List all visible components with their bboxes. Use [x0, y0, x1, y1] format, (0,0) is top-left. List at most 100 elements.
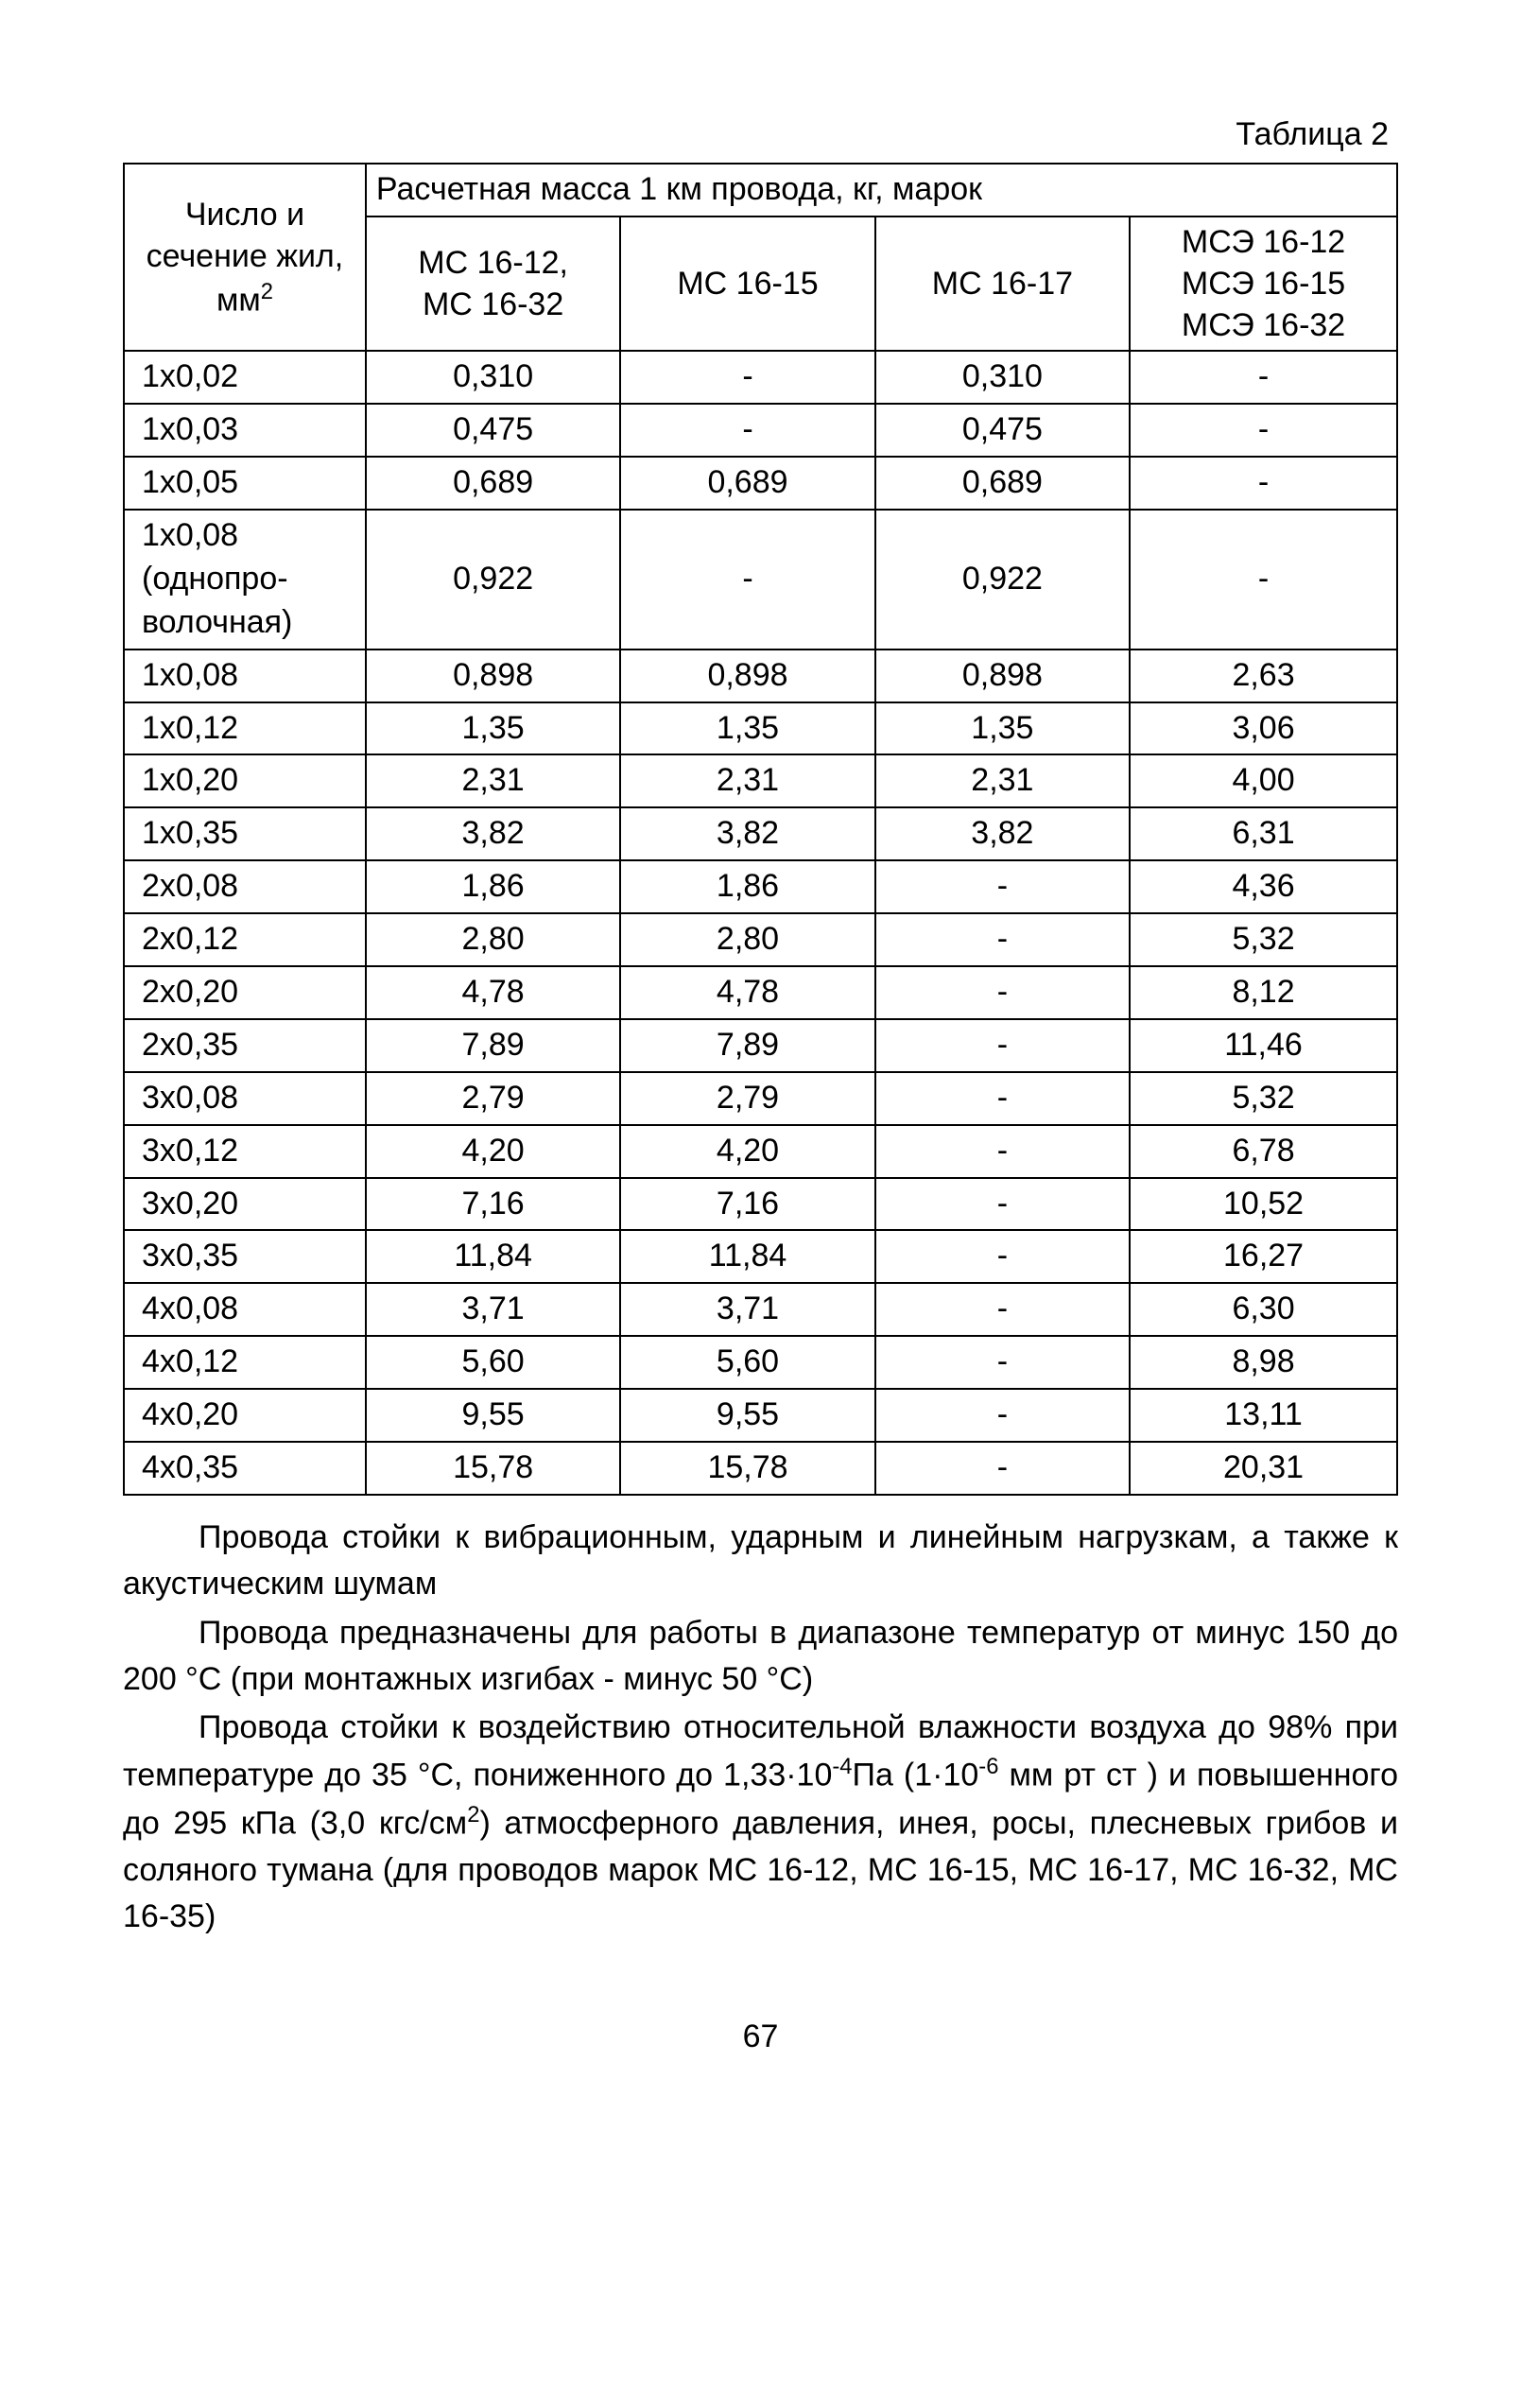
cell-c2: 9,55: [620, 1389, 874, 1442]
header-col4-line1: МСЭ 16-12: [1182, 224, 1345, 260]
table-row: 2х0,204,784,78-8,12: [124, 966, 1397, 1019]
row-label: 3х0,20: [124, 1178, 366, 1231]
cell-c3: -: [875, 913, 1130, 966]
cell-c4: 8,98: [1130, 1336, 1397, 1389]
paragraph-3: Провода стойки к воздействию относительн…: [123, 1705, 1398, 1940]
cell-c1: 7,89: [366, 1019, 620, 1072]
cell-c1: 2,79: [366, 1072, 620, 1125]
cell-c2: 3,71: [620, 1283, 874, 1336]
cell-c3: -: [875, 1389, 1130, 1442]
row-label: 1х0,08: [124, 650, 366, 702]
table-row: 1х0,050,6890,6890,689-: [124, 457, 1397, 510]
table-row: 1х0,080,8980,8980,8982,63: [124, 650, 1397, 702]
row-label: 2х0,08: [124, 860, 366, 913]
row-label: 4х0,35: [124, 1442, 366, 1495]
cell-c2: 15,78: [620, 1442, 874, 1495]
row-label: 1х0,03: [124, 404, 366, 457]
cell-c1: 0,310: [366, 351, 620, 404]
header-col4-line3: МСЭ 16-32: [1182, 307, 1345, 343]
cell-c3: -: [875, 1442, 1130, 1495]
cell-c1: 0,922: [366, 510, 620, 650]
cell-c4: -: [1130, 351, 1397, 404]
cell-c3: -: [875, 1230, 1130, 1283]
cell-c4: 4,36: [1130, 860, 1397, 913]
table-row: 4х0,3515,7815,78-20,31: [124, 1442, 1397, 1495]
cell-c3: -: [875, 1019, 1130, 1072]
table-row: 3х0,207,167,16-10,52: [124, 1178, 1397, 1231]
p3-sup2: -6: [978, 1754, 998, 1779]
row-label: 4х0,08: [124, 1283, 366, 1336]
row-label: 1х0,08(однопро-волочная): [124, 510, 366, 650]
paragraph-2: Провода предназначены для работы в диапа…: [123, 1610, 1398, 1704]
cell-c4: 5,32: [1130, 913, 1397, 966]
cell-c3: 0,475: [875, 404, 1130, 457]
header-row-col: Число и сечение жил, мм2: [124, 164, 366, 351]
cell-c2: 2,31: [620, 754, 874, 807]
cell-c1: 1,35: [366, 702, 620, 755]
cell-c4: 5,32: [1130, 1072, 1397, 1125]
row-label: 4х0,12: [124, 1336, 366, 1389]
cell-c4: 8,12: [1130, 966, 1397, 1019]
table-row: 2х0,357,897,89-11,46: [124, 1019, 1397, 1072]
cell-c2: 2,79: [620, 1072, 874, 1125]
cell-c3: -: [875, 860, 1130, 913]
cell-c4: -: [1130, 404, 1397, 457]
cell-c4: 6,30: [1130, 1283, 1397, 1336]
p3-sup3: 2: [467, 1802, 479, 1828]
cell-c2: -: [620, 404, 874, 457]
cell-c3: 3,82: [875, 807, 1130, 860]
cell-c1: 4,20: [366, 1125, 620, 1178]
table-row: 1х0,08(однопро-волочная)0,922-0,922-: [124, 510, 1397, 650]
cell-c2: 1,86: [620, 860, 874, 913]
paragraph-1: Провода стойки к вибрационным, ударным и…: [123, 1515, 1398, 1608]
table-row: 1х0,121,351,351,353,06: [124, 702, 1397, 755]
cell-c3: -: [875, 1336, 1130, 1389]
cell-c2: 1,35: [620, 702, 874, 755]
row-label: 2х0,20: [124, 966, 366, 1019]
cell-c4: 6,78: [1130, 1125, 1397, 1178]
header-mass: Расчетная масса 1 км провода, кг, марок: [366, 164, 1397, 217]
table-row: 3х0,082,792,79-5,32: [124, 1072, 1397, 1125]
header-row-col-sup: 2: [261, 279, 273, 304]
row-label: 4х0,20: [124, 1389, 366, 1442]
cell-c4: 13,11: [1130, 1389, 1397, 1442]
row-label: 1х0,05: [124, 457, 366, 510]
cell-c1: 3,82: [366, 807, 620, 860]
cell-c1: 0,475: [366, 404, 620, 457]
cell-c2: 7,16: [620, 1178, 874, 1231]
cell-c3: 0,689: [875, 457, 1130, 510]
table-row: 4х0,209,559,55-13,11: [124, 1389, 1397, 1442]
table-row: 4х0,083,713,71-6,30: [124, 1283, 1397, 1336]
cell-c3: -: [875, 966, 1130, 1019]
cell-c3: -: [875, 1125, 1130, 1178]
header-col1-line2: МС 16-32: [423, 286, 563, 322]
cell-c1: 15,78: [366, 1442, 620, 1495]
cell-c4: 4,00: [1130, 754, 1397, 807]
table-label: Таблица 2: [123, 113, 1398, 157]
cell-c1: 1,86: [366, 860, 620, 913]
page-number: 67: [123, 2016, 1398, 2059]
header-col1-line1: МС 16-12,: [418, 245, 568, 281]
cell-c1: 5,60: [366, 1336, 620, 1389]
cell-c3: 0,922: [875, 510, 1130, 650]
data-table: Число и сечение жил, мм2 Расчетная масса…: [123, 163, 1398, 1496]
cell-c2: 4,78: [620, 966, 874, 1019]
cell-c1: 3,71: [366, 1283, 620, 1336]
cell-c1: 2,80: [366, 913, 620, 966]
header-col3: МС 16-17: [875, 217, 1130, 352]
cell-c1: 9,55: [366, 1389, 620, 1442]
cell-c1: 11,84: [366, 1230, 620, 1283]
cell-c2: 3,82: [620, 807, 874, 860]
cell-c1: 0,689: [366, 457, 620, 510]
cell-c2: 0,898: [620, 650, 874, 702]
table-row: 3х0,3511,8411,84-16,27: [124, 1230, 1397, 1283]
cell-c1: 4,78: [366, 966, 620, 1019]
body-text: Провода стойки к вибрационным, ударным и…: [123, 1515, 1398, 1940]
row-label: 3х0,08: [124, 1072, 366, 1125]
cell-c3: 1,35: [875, 702, 1130, 755]
cell-c4: 2,63: [1130, 650, 1397, 702]
table-header-row-1: Число и сечение жил, мм2 Расчетная масса…: [124, 164, 1397, 217]
cell-c1: 7,16: [366, 1178, 620, 1231]
cell-c2: 11,84: [620, 1230, 874, 1283]
p3-sup1: -4: [832, 1754, 852, 1779]
